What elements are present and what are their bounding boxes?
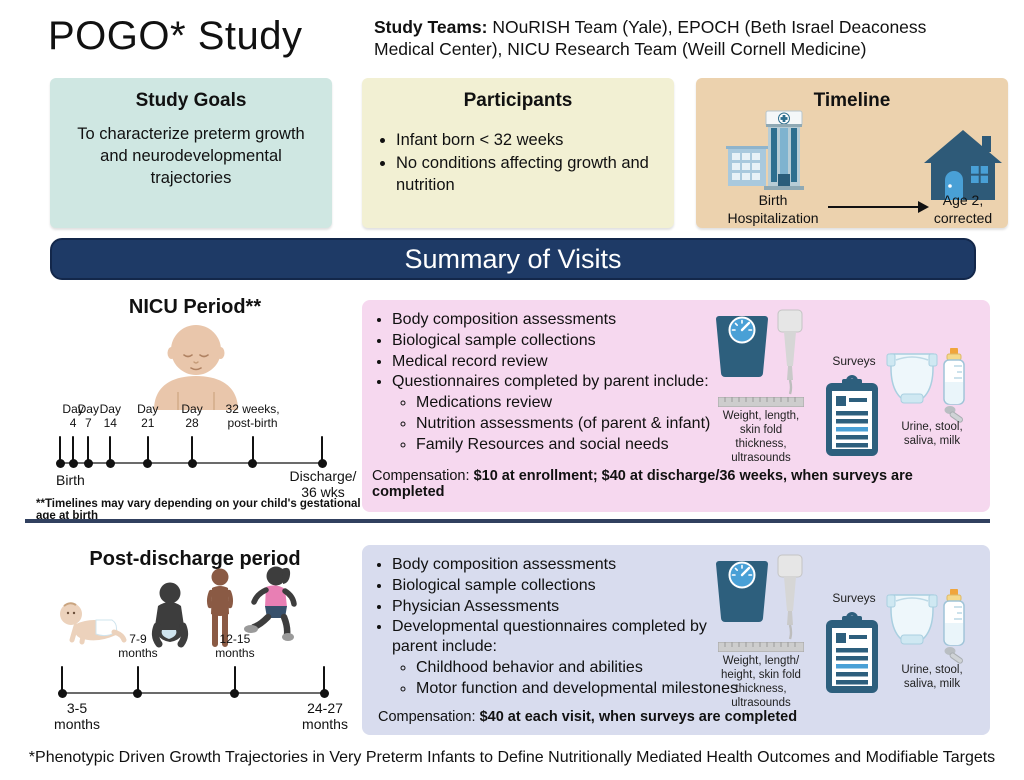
study-teams-text: Study Teams: NOuRISH Team (Yale), EPOCH …: [374, 16, 974, 61]
scale-icon: [714, 559, 770, 628]
study-teams-label: Study Teams:: [374, 17, 488, 37]
nicu-bullet: Medical record review: [392, 352, 722, 372]
nicu-visits-box: Body composition assessments Biological …: [362, 300, 990, 512]
samples-label: Urine, stool, saliva, milk: [901, 664, 963, 691]
baby-icon: [148, 322, 244, 415]
compensation-label: Compensation:: [378, 709, 480, 725]
study-teams-value: NOuRISH Team (Yale), EPOCH (Beth Israel …: [374, 17, 927, 60]
post-bullet: Body composition assessments: [392, 555, 738, 575]
surveys-label: Surveys: [832, 591, 876, 605]
surveys-label: Surveys: [832, 354, 876, 368]
post-discharge-timeline: 7-9 months 12-15 months 3-5 months 24-27…: [54, 633, 348, 744]
timeline-title: Timeline: [813, 90, 891, 111]
swab-icon: [944, 402, 970, 433]
post-bullet: Physician Assessments: [392, 597, 738, 617]
post-discharge-visits-box: Body composition assessments Biological …: [362, 545, 990, 735]
sitting-toddler-icon: [148, 582, 190, 653]
summary-of-visits-banner: Summary of Visits: [50, 238, 976, 280]
nicu-bullet: Biological sample collections: [392, 331, 722, 351]
compensation-value: $10 at enrollment; $40 at discharge/36 w…: [372, 468, 913, 500]
nicu-bullet: Body composition assessments: [392, 310, 722, 330]
nicu-tick-label: Day 4: [62, 402, 84, 431]
hospital-label: Birth Hospitalization: [727, 192, 819, 226]
diaper-icon: [886, 348, 938, 415]
post-bullet: Developmental questionnaires completed b…: [392, 617, 738, 657]
bottle-icon: [940, 586, 968, 652]
nicu-icon-cluster: Weight, length, skin fold thickness, ult…: [708, 306, 984, 464]
measurements-label: Weight, length, skin fold thickness, ult…: [722, 410, 800, 465]
participants-bullet: Infant born < 32 weeks: [396, 130, 674, 151]
standing-toddler-icon: [206, 568, 234, 653]
nicu-tick-label: Day 7: [77, 402, 99, 431]
nicu-tick-label: Day 28: [181, 402, 203, 431]
nicu-bullet: Questionnaires completed by parent inclu…: [392, 372, 722, 392]
measurements-label: Weight, length/ height, skin fold thickn…: [721, 655, 801, 710]
compensation-label: Compensation:: [372, 468, 474, 484]
nicu-sub-bullet: Family Resources and social needs: [416, 435, 722, 455]
nicu-compensation: Compensation: $10 at enrollment; $40 at …: [372, 468, 982, 500]
scale-icon: [714, 314, 770, 383]
swab-icon: [944, 643, 970, 674]
clipboard-icon: [824, 611, 880, 700]
section-divider: [25, 519, 990, 523]
samples-label: Urine, stool, saliva, milk: [901, 421, 963, 448]
participants-box: Participants Infant born < 32 weeks No c…: [362, 78, 674, 228]
participants-bullet: No conditions affecting growth and nutri…: [396, 153, 674, 196]
nicu-tick-label: Day 14: [99, 402, 121, 431]
post-timeline-end: 24-27 months: [302, 700, 348, 733]
post-tick-label: 12-15 months: [215, 632, 255, 661]
post-bullet: Biological sample collections: [392, 576, 738, 596]
post-sub-bullet: Childhood behavior and abilities: [416, 658, 738, 678]
arrow-icon: [828, 201, 929, 213]
page-title: POGO* Study: [48, 14, 303, 58]
crawling-baby-icon: [56, 598, 128, 651]
post-timeline-start: 3-5 months: [54, 700, 100, 733]
nicu-sub-bullet: Nutrition assessments (of parent & infan…: [416, 414, 722, 434]
compensation-value: $40 at each visit, when surveys are comp…: [479, 709, 798, 725]
post-icon-cluster: Weight, length/ height, skin fold thickn…: [708, 551, 984, 709]
nicu-timeline: Day 4 Day 7 Day 14 Day 21 Day 28 32 week…: [55, 403, 356, 514]
clipboard-icon: [824, 374, 880, 463]
study-goals-title: Study Goals: [135, 90, 247, 111]
nicu-timeline-start: Birth: [56, 472, 85, 488]
nicu-period-title: NICU Period**: [128, 296, 262, 318]
ultrasound-probe-icon: [776, 553, 804, 646]
footnote: *Phenotypic Driven Growth Trajectories i…: [28, 749, 996, 766]
participants-title: Participants: [463, 90, 573, 111]
post-sub-bullet: Motor function and developmental milesto…: [416, 679, 738, 699]
nicu-tick-label: Day 21: [137, 402, 159, 431]
house-icon: [924, 130, 1002, 205]
post-timeline-baseline: [62, 692, 324, 694]
banner-label: Summary of Visits: [404, 243, 622, 274]
post-discharge-title: Post-discharge period: [89, 548, 301, 570]
post-tick-label: 7-9 months: [118, 632, 158, 661]
house-label: Age 2, corrected: [933, 192, 993, 226]
study-goals-body: To characterize preterm growth and neuro…: [77, 125, 305, 187]
nicu-timeline-end: Discharge/ 36 wks: [289, 468, 357, 501]
ultrasound-probe-icon: [776, 308, 804, 401]
timeline-box: Timeline: [696, 78, 1008, 228]
post-compensation: Compensation: $40 at each visit, when su…: [378, 709, 982, 725]
nicu-tick-label: 32 weeks, post-birth: [225, 402, 280, 431]
running-child-icon: [242, 565, 306, 654]
bottle-icon: [940, 345, 968, 411]
nicu-sub-bullet: Medications review: [416, 393, 722, 413]
study-goals-box: Study Goals To characterize preterm grow…: [50, 78, 332, 228]
hospital-icon: [724, 110, 820, 197]
diaper-icon: [886, 589, 938, 656]
